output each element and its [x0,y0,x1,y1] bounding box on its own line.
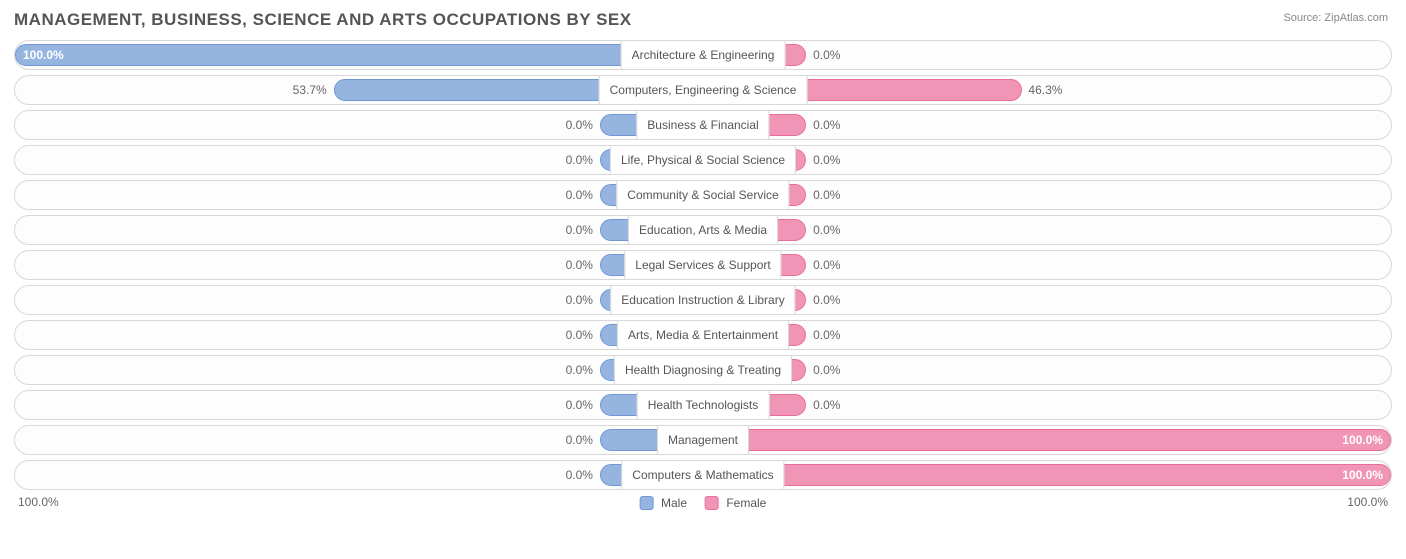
bar-row: 0.0% 0.0% Legal Services & Support [14,250,1392,280]
bar-row: 0.0% 0.0% Life, Physical & Social Science [14,145,1392,175]
bar-row: 0.0% 0.0% Arts, Media & Entertainment [14,320,1392,350]
bar-row: 0.0% 0.0% Education, Arts & Media [14,215,1392,245]
male-value: 0.0% [566,216,593,245]
bar-row: 0.0% 100.0% Management [14,425,1392,455]
male-value: 0.0% [566,111,593,140]
male-swatch-icon [640,496,654,510]
category-label: Life, Physical & Social Science [610,146,796,175]
bar-row: 0.0% 0.0% Education Instruction & Library [14,285,1392,315]
female-value: 0.0% [813,111,840,140]
category-label: Computers & Mathematics [621,461,784,490]
axis-row: 100.0% Male Female 100.0% [14,495,1392,515]
female-swatch-icon [705,496,719,510]
female-value: 0.0% [813,321,840,350]
female-value: 100.0% [1342,461,1391,490]
source-attribution: Source: ZipAtlas.com [1283,12,1388,24]
male-value: 0.0% [566,286,593,315]
legend-female-label: Female [726,496,766,510]
category-label: Health Diagnosing & Treating [614,356,792,385]
female-value: 0.0% [813,181,840,210]
female-value: 0.0% [813,146,840,175]
axis-right-label: 100.0% [1347,495,1388,509]
category-label: Community & Social Service [616,181,789,210]
bar-row: 0.0% 0.0% Health Technologists [14,390,1392,420]
female-value: 100.0% [1342,426,1391,455]
legend-male: Male [640,495,687,510]
male-value: 0.0% [566,321,593,350]
female-bar [703,464,1391,486]
category-label: Architecture & Engineering [621,41,786,70]
bar-row: 0.0% 100.0% Computers & Mathematics [14,460,1392,490]
bar-row: 0.0% 0.0% Business & Financial [14,110,1392,140]
female-value: 0.0% [813,41,840,70]
category-label: Legal Services & Support [624,251,781,280]
category-label: Computers, Engineering & Science [599,76,808,105]
female-bar [703,429,1391,451]
male-value: 53.7% [293,76,327,105]
female-value: 0.0% [813,251,840,280]
legend-male-label: Male [661,496,687,510]
category-label: Management [657,426,749,455]
bar-row: 100.0% 0.0% Architecture & Engineering [14,40,1392,70]
category-label: Health Technologists [637,391,770,420]
male-value: 0.0% [566,426,593,455]
category-label: Business & Financial [636,111,769,140]
female-value: 0.0% [813,356,840,385]
source-name: ZipAtlas.com [1324,12,1388,24]
legend: Male Female [640,495,767,510]
diverging-bar-chart: 100.0% 0.0% Architecture & Engineering 53.7… [14,40,1392,490]
female-value: 0.0% [813,216,840,245]
male-bar [15,44,703,66]
category-label: Education Instruction & Library [610,286,795,315]
female-value: 0.0% [813,391,840,420]
category-label: Education, Arts & Media [628,216,778,245]
bar-row: 0.0% 0.0% Health Diagnosing & Treating [14,355,1392,385]
bar-row: 0.0% 0.0% Community & Social Service [14,180,1392,210]
category-label: Arts, Media & Entertainment [617,321,789,350]
male-value: 0.0% [566,251,593,280]
axis-left-label: 100.0% [18,495,59,509]
female-value: 46.3% [1028,76,1062,105]
female-value: 0.0% [813,286,840,315]
bar-row: 53.7% 46.3% Computers, Engineering & Scien… [14,75,1392,105]
source-label: Source: [1283,12,1321,24]
male-value: 0.0% [566,461,593,490]
male-value: 100.0% [15,41,64,70]
chart-title: MANAGEMENT, BUSINESS, SCIENCE AND ARTS O… [14,10,1392,30]
male-value: 0.0% [566,391,593,420]
male-value: 0.0% [566,356,593,385]
male-value: 0.0% [566,181,593,210]
legend-female: Female [705,495,766,510]
male-value: 0.0% [566,146,593,175]
